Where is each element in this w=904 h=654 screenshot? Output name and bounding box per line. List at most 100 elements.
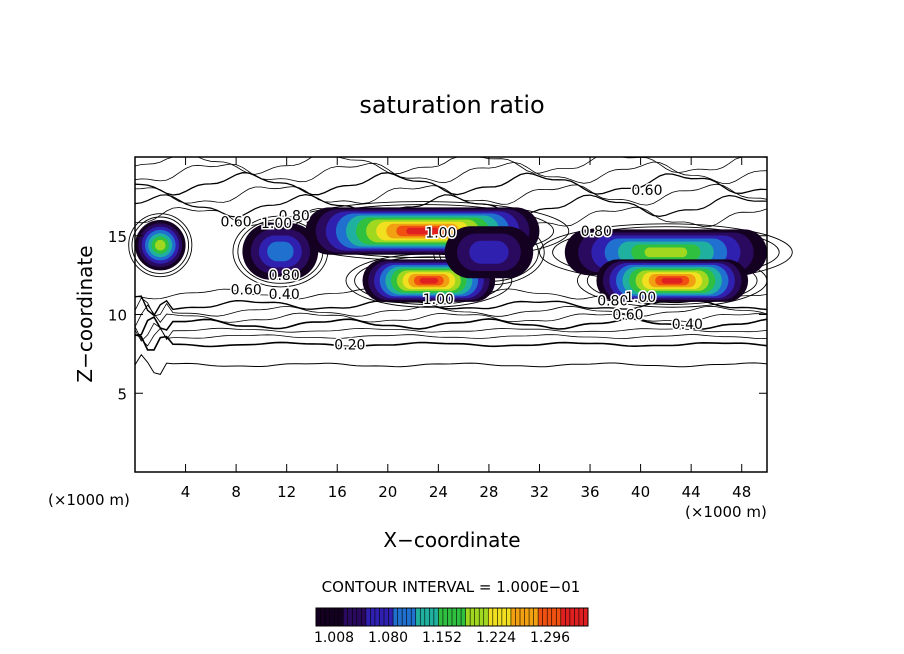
saturation-fills (135, 207, 767, 302)
colorbar-swatch (542, 608, 548, 626)
y-tick-label: 10 (108, 307, 127, 325)
colorbar-swatch (334, 608, 340, 626)
contour-line (134, 295, 768, 317)
contour-line (131, 216, 190, 274)
colorbar-swatch (393, 608, 398, 626)
y-tick-label: 5 (117, 385, 127, 403)
x-tick-label: 12 (277, 483, 296, 501)
colorbar-swatch (461, 608, 466, 626)
colorbar-tick-label: 1.296 (530, 630, 570, 646)
colorbar-labels: 1.008 1.080 1.152 1.224 1.296 (314, 630, 570, 646)
x-axis-ticks: 4 8 12 16 20 24 28 32 36 40 44 48 (181, 157, 751, 501)
contour-label: 0.80 (597, 293, 628, 309)
colorbar-swatch (352, 608, 358, 626)
colorbar-swatch (415, 608, 421, 626)
contour-label: 0.60 (612, 308, 643, 324)
contour-label: 0.80 (279, 208, 310, 224)
colorbar-swatch (452, 608, 457, 626)
colorbar-swatch (361, 608, 367, 626)
colorbar-swatch (365, 608, 371, 626)
colorbar-swatch (483, 608, 489, 626)
saturation-level (406, 227, 439, 235)
saturation-level (419, 277, 438, 284)
contour-line (134, 322, 768, 342)
contour-label: 1.00 (423, 292, 454, 308)
contour-line (134, 326, 768, 347)
colorbar-swatch (488, 608, 494, 626)
colorbar-swatch (538, 608, 544, 626)
colorbar-tick-label: 1.080 (368, 630, 408, 646)
x-tick-label: 36 (580, 483, 599, 501)
plot-area: 0.200.400.400.600.600.600.600.800.800.80… (108, 156, 793, 501)
contour-interval-label: CONTOUR INTERVAL = 1.000E−01 (322, 578, 581, 596)
contour-label: 1.00 (425, 226, 456, 242)
colorbar-swatch (429, 608, 435, 626)
x-tick-label: 48 (732, 483, 751, 501)
colorbar-swatch (578, 608, 584, 626)
colorbar-swatch (465, 608, 471, 626)
contour-label: 0.20 (334, 337, 365, 353)
x-tick-label: 16 (328, 483, 347, 501)
colorbar-swatch (547, 608, 553, 626)
colorbar-swatch (433, 608, 439, 626)
colorbar-swatch (479, 608, 485, 626)
colorbar-swatch (397, 608, 403, 626)
colorbar-swatch (402, 608, 408, 626)
colorbar-swatch (583, 608, 589, 626)
colorbar-swatch (551, 608, 557, 626)
colorbar-swatch (338, 608, 344, 626)
saturation-level (469, 240, 509, 264)
colorbar-swatch (524, 608, 530, 626)
colorbar-swatch (343, 608, 349, 626)
contour-label: 0.60 (631, 183, 662, 199)
x-axis-label: X−coordinate (383, 528, 520, 552)
contour-label: 0.80 (269, 268, 300, 284)
x-unit-right: (×1000 m) (685, 503, 767, 521)
contour-line (134, 161, 768, 184)
x-tick-label: 4 (181, 483, 191, 501)
colorbar-swatch (569, 608, 575, 626)
colorbar-swatch (470, 608, 476, 626)
chart-title: saturation ratio (359, 91, 544, 119)
colorbar-swatch (474, 608, 480, 626)
colorbar (315, 607, 589, 627)
colorbar-swatch (388, 608, 394, 626)
x-tick-label: 20 (378, 483, 397, 501)
colorbar-swatch (370, 608, 376, 626)
contour-line (134, 156, 768, 175)
colorbar-swatch (384, 608, 389, 626)
colorbar-swatch (438, 608, 444, 626)
saturation-level (155, 239, 166, 251)
colorbar-swatch (506, 608, 512, 626)
x-tick-label: 32 (530, 483, 549, 501)
y-axis-label: Z−coordinate (73, 245, 97, 382)
colorbar-swatch (374, 608, 380, 626)
contour-label: 0.40 (672, 317, 703, 333)
colorbar-swatch (447, 608, 453, 626)
colorbar-swatch (356, 608, 362, 626)
colorbar-frame (315, 607, 589, 627)
saturation-level (267, 241, 294, 262)
colorbar-swatch (456, 608, 462, 626)
colorbar-swatch (411, 608, 417, 626)
colorbar-swatch (556, 608, 562, 626)
colorbar-swatch (420, 608, 426, 626)
contour-label: 0.60 (221, 215, 252, 231)
colorbar-swatch (379, 608, 385, 626)
colorbar-swatch (529, 608, 534, 626)
colorbar-swatch (492, 608, 498, 626)
contour-label: 1.00 (625, 290, 656, 306)
contour-line (128, 213, 193, 278)
colorbar-swatch (424, 608, 430, 626)
contour-label: 1.00 (261, 216, 292, 232)
colorbar-swatch (560, 608, 566, 626)
colorbar-swatch (565, 608, 571, 626)
x-tick-label: 40 (631, 483, 650, 501)
colorbar-tick-label: 1.152 (422, 630, 462, 646)
colorbar-swatch (316, 608, 321, 626)
contour-label: 0.40 (269, 287, 300, 303)
contour-line (134, 193, 768, 218)
colorbar-swatch (533, 608, 539, 626)
saturation-level (644, 247, 688, 258)
